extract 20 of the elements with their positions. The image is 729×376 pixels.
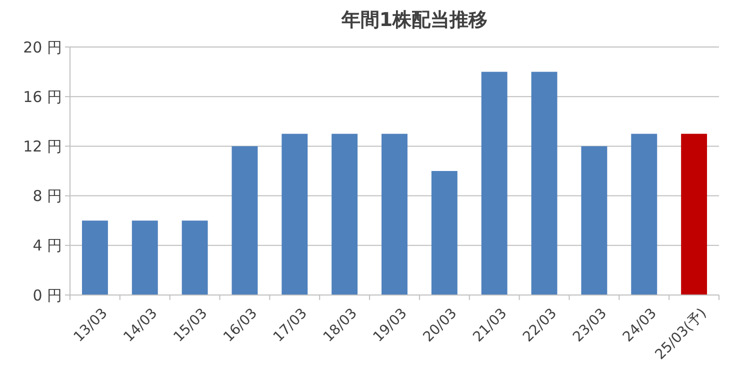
y-tick-label: 0 円: [32, 286, 62, 304]
bar: [631, 134, 658, 295]
bar: [82, 220, 108, 295]
bar: [681, 134, 708, 295]
y-tick-label: 16 円: [23, 88, 62, 106]
bar: [531, 72, 558, 295]
y-tick-label: 8 円: [32, 187, 62, 206]
y-tick-label: 12 円: [23, 137, 62, 156]
bar: [182, 220, 208, 295]
bar: [481, 72, 508, 295]
bar: [232, 146, 258, 295]
y-tick-label: 4 円: [32, 236, 62, 255]
bar: [581, 146, 608, 295]
bar: [132, 220, 158, 295]
bar: [431, 171, 458, 295]
bar: [382, 134, 408, 295]
y-tick-label: 20 円: [23, 38, 62, 56]
bar: [282, 134, 308, 295]
bar: [332, 134, 358, 295]
chart-title: 年間1株配当推移: [340, 9, 488, 31]
